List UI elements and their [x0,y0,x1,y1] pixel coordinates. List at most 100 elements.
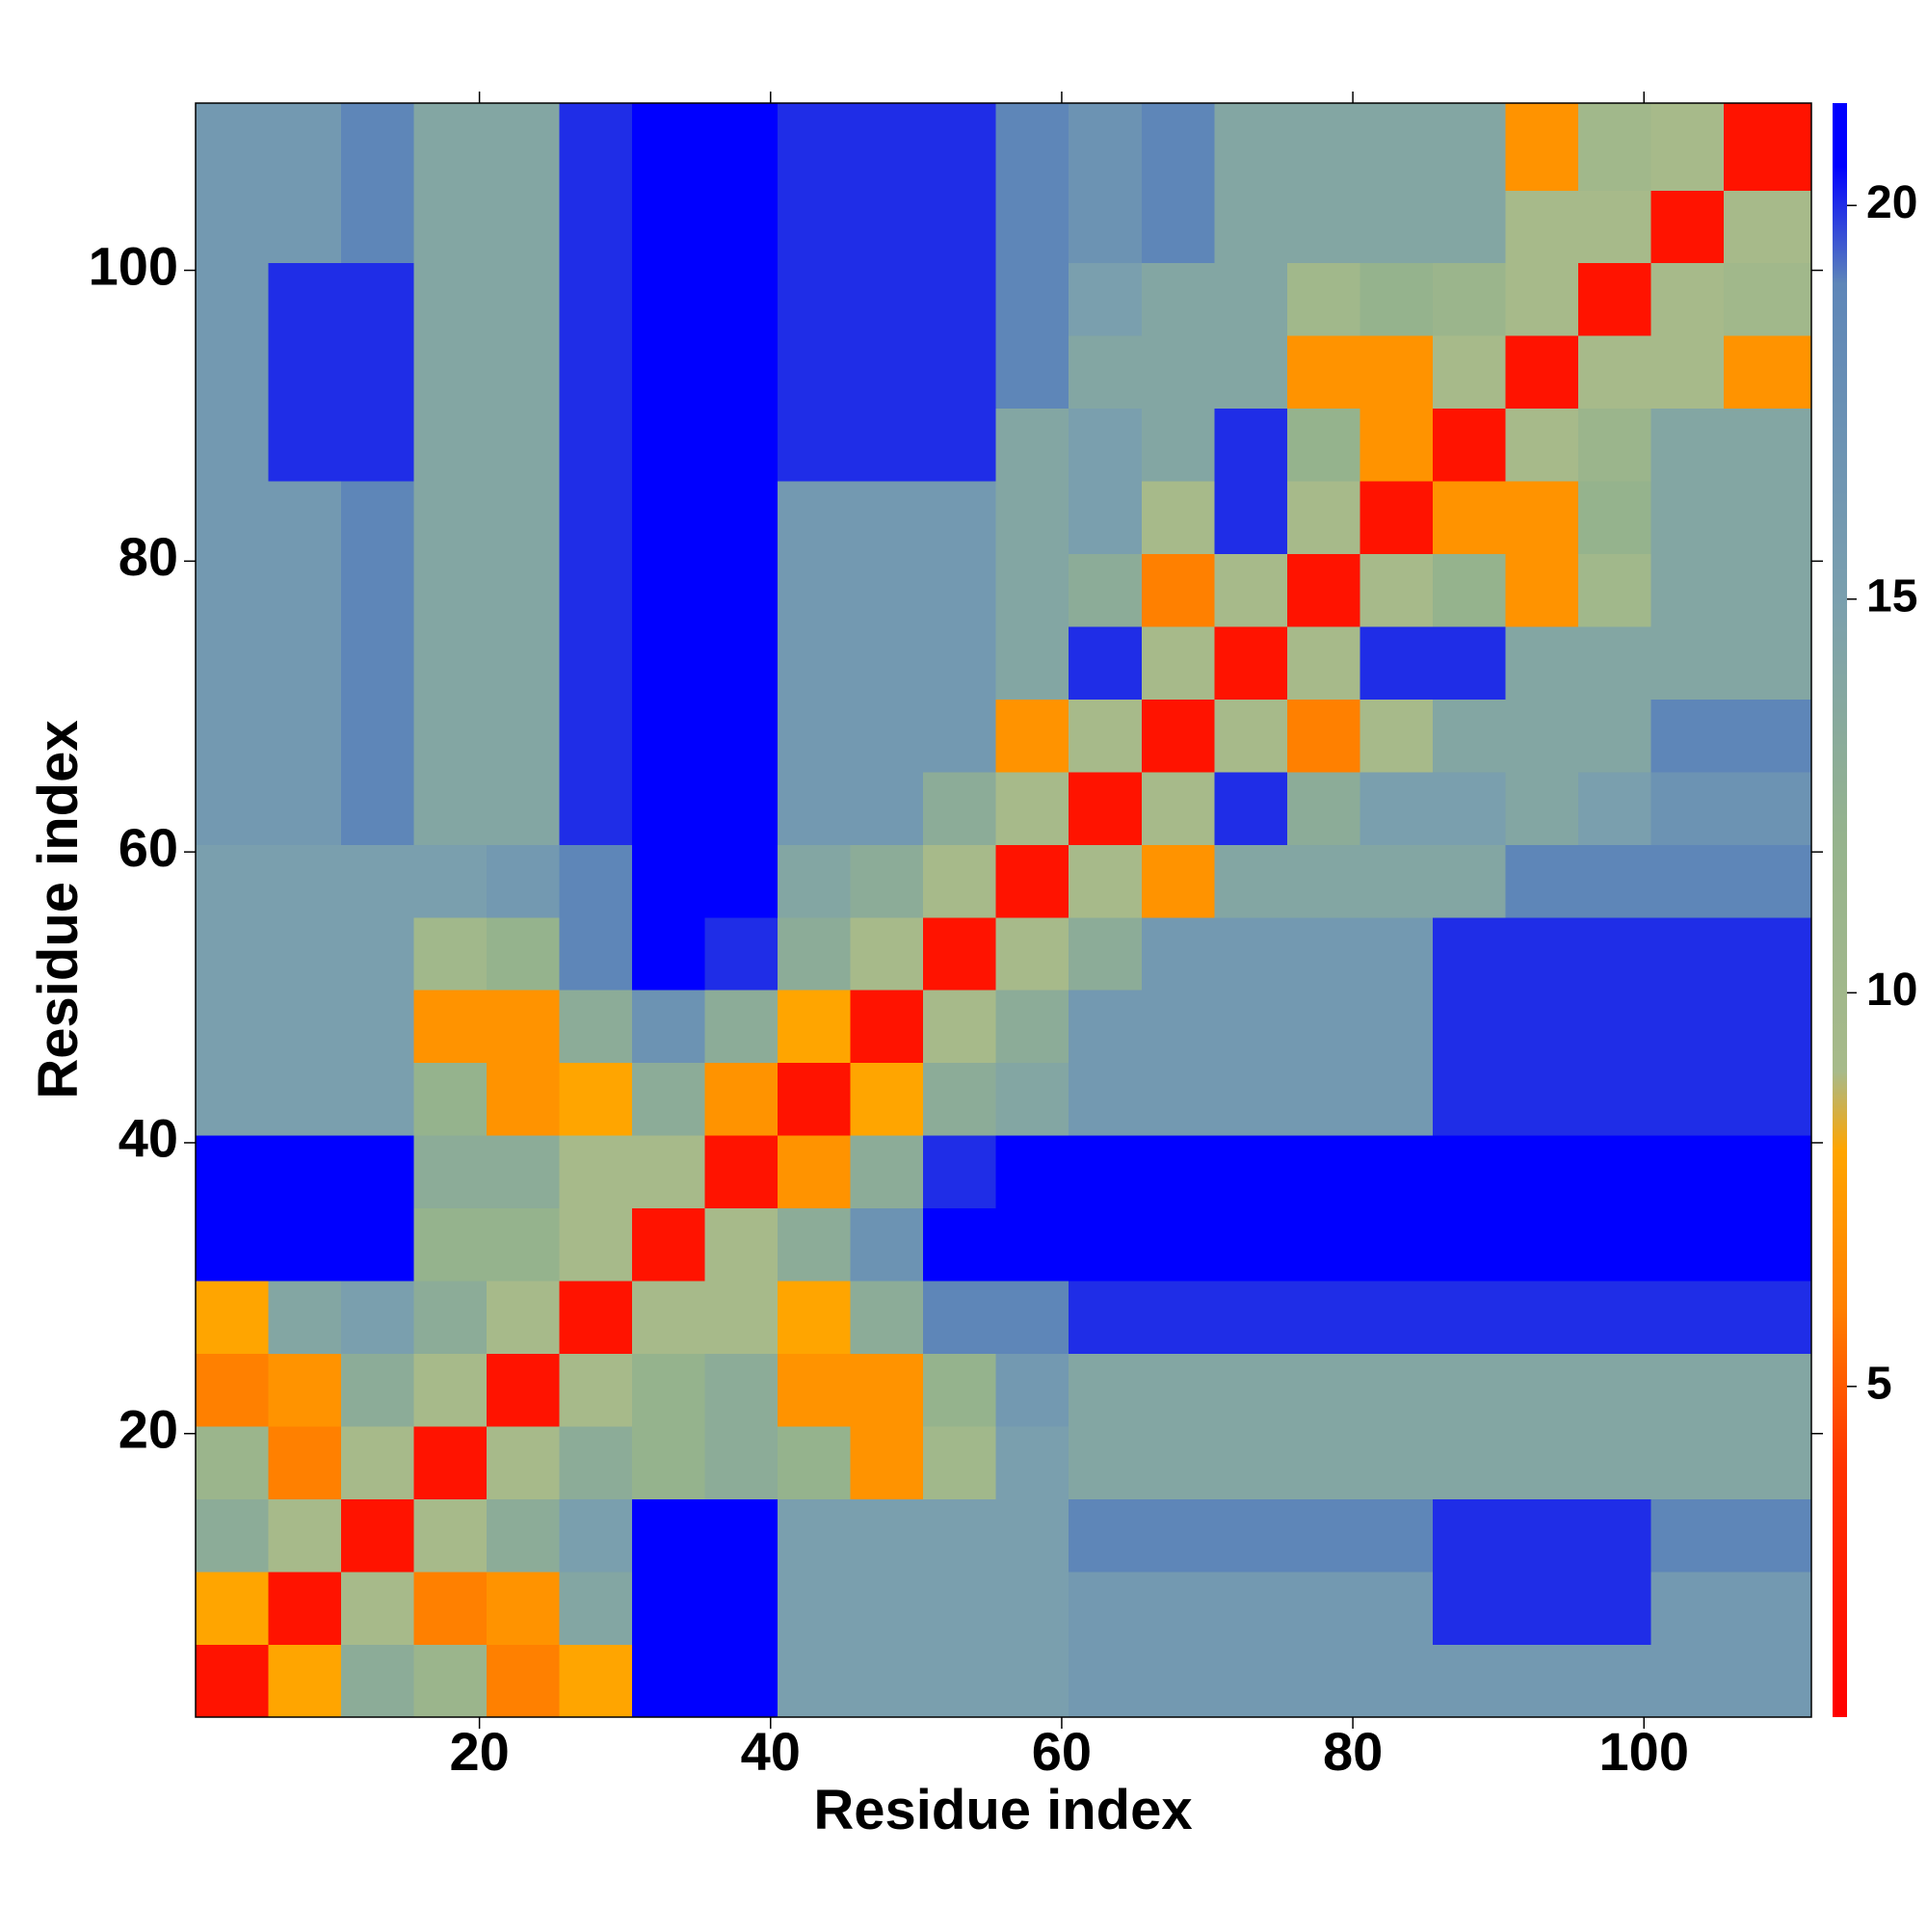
cell [995,553,1069,627]
cell [850,1571,924,1645]
cell [1214,408,1288,482]
cell [340,990,414,1064]
cell [1432,1571,1506,1645]
cell [704,1207,779,1282]
cell [486,190,560,264]
cell [1214,990,1288,1064]
cell [995,1207,1069,1282]
cell [995,699,1069,773]
cell [559,1062,633,1136]
cell [340,625,414,700]
cell [1069,1353,1143,1427]
cell [778,1281,852,1354]
cell [850,408,924,482]
cell [1432,190,1506,264]
cell [704,990,779,1064]
cell [631,625,706,700]
cell [1141,1571,1215,1645]
cell [923,844,997,918]
cell [1141,408,1215,482]
cell [850,1135,924,1209]
cell [559,1207,633,1282]
cell [1578,408,1652,482]
cell [195,190,269,264]
x-tick-label: 60 [1032,1721,1092,1782]
cell [486,481,560,555]
cell [1286,1425,1360,1499]
cell [1141,190,1215,264]
cell [778,990,852,1064]
cell [631,699,706,773]
cell [1724,102,1812,191]
cell [559,1571,633,1645]
cell [1578,553,1652,627]
cell [340,408,414,482]
cell [778,190,852,264]
cell [1214,1062,1288,1136]
cell [704,408,779,482]
cell [1650,335,1725,410]
cell [1650,625,1725,700]
cell [704,1062,779,1136]
cell [559,990,633,1064]
cell [1650,990,1725,1064]
cell [1359,699,1434,773]
cell [195,335,269,410]
cell [486,1135,560,1209]
cell [1069,1207,1143,1282]
cell [1286,771,1360,845]
cell [1069,625,1143,700]
cell [413,1062,488,1136]
cell [631,1425,706,1499]
cell [923,1353,997,1427]
cell [340,699,414,773]
cell [340,1135,414,1209]
cell [850,771,924,845]
cell [486,335,560,410]
cell [1650,1498,1725,1573]
cell [995,102,1069,191]
cell [413,102,488,191]
cell [778,916,852,991]
cell [1505,771,1579,845]
cell [704,1498,779,1573]
cell [1069,553,1143,627]
cell [195,553,269,627]
cell [1578,1207,1652,1282]
cell [1650,844,1725,918]
cell [1359,844,1434,918]
cell [1432,102,1506,191]
cell [1069,916,1143,991]
cell [1578,262,1652,336]
cell [1141,553,1215,627]
cell [923,1644,997,1718]
cell [340,1644,414,1718]
cell [1141,1425,1215,1499]
cell [195,771,269,845]
cell [778,625,852,700]
cell [1650,771,1725,845]
cell [1724,1644,1812,1718]
cell [486,916,560,991]
cell [995,844,1069,918]
cell [704,262,779,336]
cell [704,916,779,991]
x-tick-label: 100 [1599,1721,1689,1782]
cell [195,1425,269,1499]
cell [1141,1644,1215,1718]
cell [1578,1062,1652,1136]
cell [413,1353,488,1427]
cell [1650,1571,1725,1645]
cell [1724,1281,1812,1354]
cell [1141,1498,1215,1573]
cell [1069,1498,1143,1573]
cell [1141,844,1215,918]
cell [195,1498,269,1573]
cell [268,335,342,410]
cell [850,1353,924,1427]
cell [486,771,560,845]
cell [340,844,414,918]
cell [1286,1062,1360,1136]
cell [1141,1135,1215,1209]
y-tick-label: 60 [119,817,178,878]
